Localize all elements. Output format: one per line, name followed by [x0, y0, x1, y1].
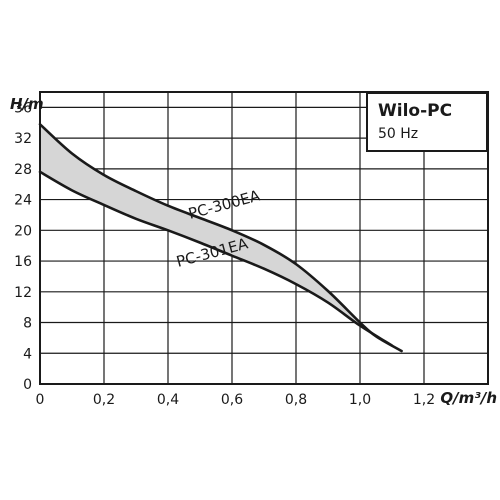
y-tick-label: 20	[14, 223, 32, 239]
x-tick-label: 1,2	[413, 392, 435, 408]
x-tick-label: 0,2	[93, 392, 115, 408]
curve-band-fill	[40, 124, 402, 351]
x-tick-label: 0	[36, 392, 45, 408]
x-tick-label: 0,6	[221, 392, 243, 408]
y-tick-label: 0	[23, 377, 32, 393]
y-tick-label: 8	[23, 316, 32, 332]
y-tick-label: 4	[23, 346, 32, 362]
legend: Wilo-PC 50 Hz	[366, 92, 488, 152]
y-tick-label: 36	[14, 100, 32, 116]
y-tick-label: 32	[14, 131, 32, 147]
legend-box	[366, 92, 488, 152]
y-tick-label: 12	[14, 285, 32, 301]
series-line-pc-300ea	[38, 122, 403, 353]
legend-subtitle: 50 Hz	[378, 126, 418, 142]
plot-frame	[39, 91, 489, 385]
series-lines	[38, 122, 403, 353]
y-tick-label: 28	[14, 162, 32, 178]
series-line-pc-301ea	[38, 170, 394, 347]
y-tick-label: 24	[14, 193, 32, 209]
x-axis-label: Q/m³/h	[440, 389, 497, 407]
y-tick-label: 16	[14, 254, 32, 270]
y-axis-label: H/m	[10, 95, 44, 113]
y-tick-labels: 0 4 8 12 16 20 24 28 32 36	[14, 100, 32, 393]
x-tick-label: 0,4	[157, 392, 179, 408]
x-tick-label: 1,0	[349, 392, 371, 408]
x-tick-label: 0,8	[285, 392, 307, 408]
legend-title: Wilo-PC	[378, 101, 452, 121]
x-tick-labels: 0 0,2 0,4 0,6 0,8 1,0 1,2	[36, 392, 436, 408]
